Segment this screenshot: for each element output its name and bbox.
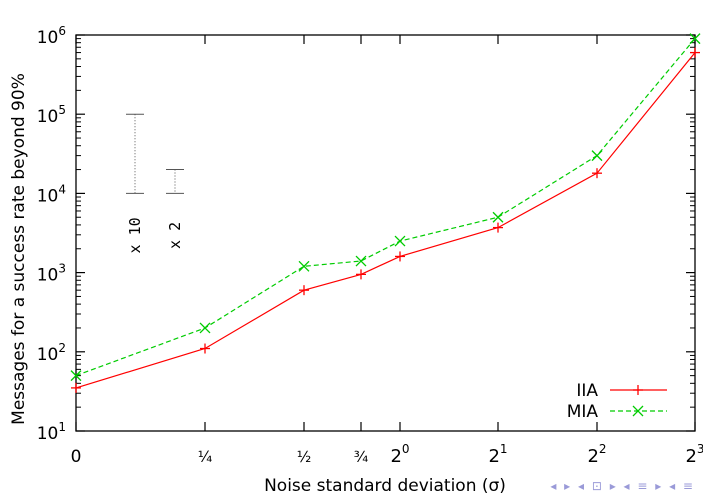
series-line-iia [75, 52, 696, 389]
y-axis-title: Messages for a success rate beyond 90% [9, 73, 29, 425]
x-tick-label: 23 [685, 442, 703, 467]
y-tick-label: 101 [37, 420, 66, 444]
data-point-iia [690, 47, 700, 58]
marker-cross-b [70, 370, 82, 382]
data-point-iia [395, 251, 405, 262]
data-point-mia [355, 255, 367, 267]
marker-cross-b [394, 235, 406, 247]
marker-cross-b [632, 405, 644, 417]
data-point-mia [199, 322, 211, 334]
data-point-mia [394, 235, 406, 247]
data-point-mia [298, 260, 310, 272]
data-point-iia [356, 269, 366, 280]
data-point-mia [689, 33, 701, 45]
series-line-mia [75, 38, 696, 377]
y-tick-label: 102 [37, 341, 66, 365]
data-point-mia [492, 211, 504, 223]
x-axis: 0 ¼ ½ ¾ 20 21 22 23 [71, 35, 703, 467]
error-bar-annotations: x 10 x 2 [126, 113, 184, 253]
plot-frame [75, 34, 696, 432]
y-axis: 101 102 103 104 105 106 [37, 24, 695, 444]
marker-cross-b [199, 322, 211, 334]
series-mia [70, 33, 701, 382]
x-tick-label: ¾ [354, 448, 369, 466]
x-tick-label: 21 [488, 442, 507, 467]
data-point-mia [591, 150, 603, 162]
series-iia [71, 47, 700, 393]
data-point-iia [493, 222, 503, 233]
x-tick-label: 20 [390, 442, 409, 467]
marker-cross-b [591, 150, 603, 162]
marker-cross-b [689, 33, 701, 45]
legend-label-iia: IIA [576, 381, 598, 401]
y-tick-label: 104 [37, 182, 66, 206]
series-lines [70, 33, 701, 393]
data-point-iia [71, 382, 81, 393]
y-tick-label: 105 [37, 103, 66, 127]
data-point-iia [592, 168, 602, 179]
x-tick-label: ¼ [198, 448, 213, 466]
data-point-iia [200, 343, 210, 354]
marker-cross-b [355, 255, 367, 267]
y-tick-label: 106 [37, 24, 66, 48]
x-tick-label: 22 [587, 442, 606, 467]
marker-cross-b [298, 260, 310, 272]
legend-marker-iia [633, 385, 643, 395]
y-tick-label: 103 [37, 262, 66, 286]
data-point-mia [70, 370, 82, 382]
x-tick-label: 0 [71, 447, 82, 467]
slide-navigation[interactable]: ◂ ▸ ◂ ⊡ ▸ ◂ ≡ ▸ ◂ ≡ [550, 479, 695, 493]
annotation-label: x 10 [126, 217, 144, 253]
x-axis-title: Noise standard deviation (σ) [264, 476, 506, 496]
data-point-iia [299, 285, 309, 296]
annotation-label: x 2 [166, 222, 184, 249]
legend-marker-mia [632, 405, 644, 417]
marker-cross-b [492, 211, 504, 223]
legend-label-mia: MIA [567, 402, 599, 422]
x-tick-label: ½ [297, 448, 312, 466]
plot-border [75, 34, 696, 432]
